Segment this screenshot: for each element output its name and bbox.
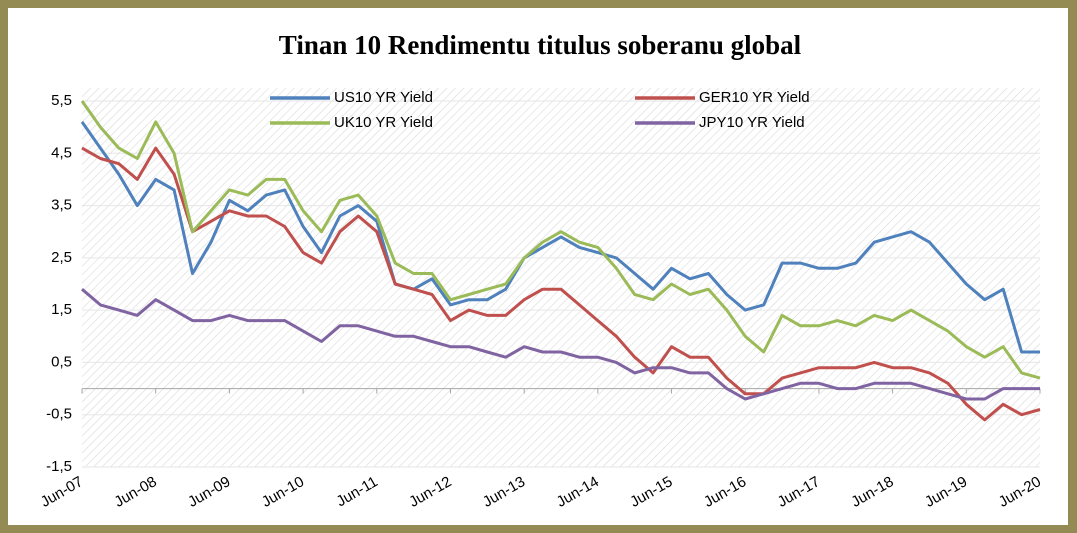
y-tick-label: 2,5: [51, 249, 72, 266]
series-line: [80, 121, 1040, 354]
y-tick-label: 3,5: [51, 197, 72, 214]
series-line: [81, 288, 1040, 401]
legend-label: JPY10 YR Yield: [699, 114, 805, 131]
y-tick-label: -0,5: [46, 406, 72, 423]
y-tick-label: 1,5: [51, 301, 72, 318]
plot-area: [82, 88, 1040, 467]
legend-label: UK10 YR Yield: [334, 114, 433, 131]
y-tick-label: 4,5: [51, 144, 72, 161]
legend-label: GER10 YR Yield: [699, 89, 810, 106]
y-tick-label: 0,5: [51, 353, 72, 370]
y-tick-label: 5,5: [51, 92, 72, 109]
y-tick-label: -1,5: [46, 458, 72, 475]
series-line: [81, 146, 1041, 422]
series-line: [80, 100, 1041, 380]
legend-label: US10 YR Yield: [334, 89, 433, 106]
chart-title: Tinan 10 Rendimentu titulus soberanu glo…: [279, 30, 802, 60]
